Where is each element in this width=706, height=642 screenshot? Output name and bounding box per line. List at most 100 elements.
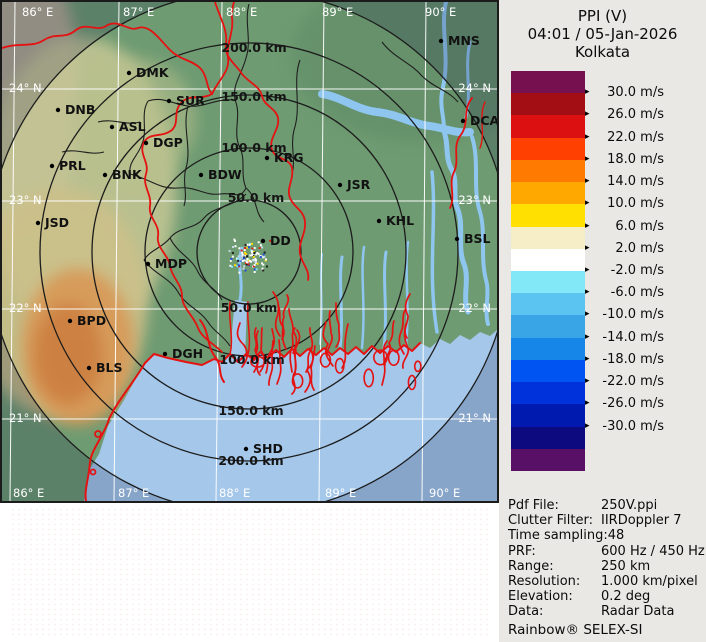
gridline-lon bbox=[421, 1, 427, 502]
city-dot-PRL bbox=[49, 163, 55, 169]
legend-value: 2.0 m/s bbox=[615, 240, 664, 256]
info-label: Elevation: bbox=[508, 589, 573, 605]
echo-pixel bbox=[251, 254, 253, 257]
legend-tick-arrow-icon: ▸ bbox=[585, 198, 590, 209]
lon-label-bottom: 86° E bbox=[13, 486, 44, 500]
info-value: 0.2 deg bbox=[601, 589, 651, 605]
delta-coast-squiggle bbox=[404, 293, 411, 339]
info-value: IIRDoppler 7 bbox=[601, 513, 682, 529]
info-row: Resolution: 1.000 km/pixel bbox=[508, 574, 700, 589]
legend-value: -14.0 m/s bbox=[602, 329, 664, 345]
delta-coast-squiggle bbox=[272, 291, 281, 337]
city-label-PRL: PRL bbox=[59, 158, 86, 173]
info-label: PRF: bbox=[508, 543, 536, 559]
echo-pixel bbox=[234, 240, 236, 242]
city-label-DGH: DGH bbox=[172, 346, 203, 361]
city-dot-KHL bbox=[376, 218, 382, 224]
legend-tick-arrow-icon: ▸ bbox=[585, 265, 590, 275]
legend-tick-arrow-icon: ▸ bbox=[585, 398, 590, 409]
echo-pixel bbox=[253, 259, 256, 262]
range-ring-label: 200.0 km bbox=[218, 453, 283, 468]
info-row: Time sampling: 48 bbox=[508, 528, 700, 543]
delta-island-outline bbox=[413, 360, 422, 373]
legend-entry: ▸ 14.0 m/s bbox=[585, 175, 664, 188]
legend-value: -18.0 m/s bbox=[602, 351, 664, 367]
city-dot-ASL bbox=[109, 124, 115, 130]
delta-coast-squiggle bbox=[322, 321, 334, 367]
legend-value: 22.0 m/s bbox=[607, 129, 664, 145]
city-label-DNB: DNB bbox=[65, 102, 95, 117]
delta-coast-squiggle bbox=[255, 330, 261, 376]
delta-coast-squiggle bbox=[326, 310, 333, 356]
legend-band-15 bbox=[511, 404, 585, 427]
city-label-BSL: BSL bbox=[464, 231, 491, 246]
legend-band-2 bbox=[511, 115, 585, 138]
echo-pixel bbox=[251, 242, 253, 245]
delta-coast-squiggle bbox=[281, 294, 290, 340]
echo-pixel bbox=[240, 255, 243, 258]
echo-pixel bbox=[261, 246, 264, 249]
echo-pixel bbox=[252, 253, 255, 255]
delta-island-outline bbox=[373, 349, 388, 366]
echo-pixel bbox=[262, 269, 265, 272]
info-value: 250V.ppi bbox=[601, 498, 658, 513]
info-label: Clutter Filter: bbox=[508, 513, 593, 529]
echo-pixel bbox=[254, 259, 257, 261]
legend-value: -22.0 m/s bbox=[602, 374, 664, 390]
sea-bay-of-bengal bbox=[84, 330, 497, 501]
legend-value: 6.0 m/s bbox=[615, 218, 664, 234]
legend-band-13 bbox=[511, 359, 585, 383]
radar-map: DMK DNB SUR ASL DGP PRL BNK BDW KRG JSR KHL BSL JSD M… bbox=[0, 0, 552, 514]
city-dot-DMK bbox=[126, 70, 132, 76]
echo-pixel bbox=[245, 263, 248, 266]
legend-entry: ▸ 30.0 m/s bbox=[585, 86, 664, 99]
lat-label-right: 22° N bbox=[458, 301, 491, 315]
echo-pixel bbox=[228, 249, 231, 252]
echo-pixel bbox=[247, 263, 250, 266]
legend-value: 18.0 m/s bbox=[607, 151, 664, 167]
legend-band-9 bbox=[511, 270, 585, 294]
lon-label-bottom: 89° E bbox=[325, 486, 356, 500]
lat-label-right: 21° N bbox=[458, 411, 491, 425]
legend-entry: ▸ -2.0 m/s bbox=[585, 264, 664, 277]
city-dot-DGH bbox=[162, 351, 168, 357]
legend-entry: ▸ 18.0 m/s bbox=[585, 153, 664, 166]
echo-pixel bbox=[243, 256, 246, 259]
range-ring-label: 150.0 km bbox=[221, 89, 286, 104]
legend-entry: ▸ -14.0 m/s bbox=[585, 331, 664, 344]
range-ring-label: 200.0 km bbox=[221, 40, 286, 55]
lon-label-top: 89° E bbox=[322, 5, 353, 19]
lon-label-top: 90° E bbox=[425, 5, 456, 19]
range-ring bbox=[39, 42, 459, 462]
info-row: PRF: 600 Hz / 450 Hz bbox=[508, 543, 705, 559]
echo-pixel bbox=[262, 253, 265, 256]
echo-pixel bbox=[237, 264, 240, 267]
legend-entry: ▸ 22.0 m/s bbox=[585, 131, 664, 144]
echo-pixel bbox=[257, 252, 260, 255]
legend-band-17 bbox=[511, 448, 585, 471]
echo-pixel bbox=[240, 259, 243, 262]
echo-pixel bbox=[253, 247, 256, 250]
legend-tick-arrow-icon: ▸ bbox=[585, 287, 590, 298]
legend-value: -10.0 m/s bbox=[602, 307, 664, 323]
city-dot-BPD bbox=[67, 318, 73, 324]
legend-entry: ▸ -26.0 m/s bbox=[585, 397, 664, 410]
echo-pixel bbox=[234, 264, 237, 267]
echo-pixel bbox=[251, 250, 254, 253]
lon-label-bottom: 90° E bbox=[429, 486, 460, 500]
delta-coast-squiggle bbox=[341, 323, 349, 369]
echo-pixel bbox=[256, 262, 259, 265]
delta-coast-squiggle bbox=[265, 328, 275, 374]
info-value: 1.000 km/pixel bbox=[601, 574, 698, 590]
echo-pixel bbox=[258, 247, 261, 250]
echo-pixel bbox=[246, 258, 249, 260]
legend-tick-arrow-icon: ▸ bbox=[585, 309, 590, 320]
delta-coast-squiggle bbox=[310, 345, 316, 391]
city-label-JSR: JSR bbox=[346, 177, 371, 192]
radar-echo-speckles bbox=[228, 238, 272, 274]
echo-pixel bbox=[248, 243, 251, 246]
echo-pixel bbox=[266, 265, 268, 268]
echo-pixel bbox=[231, 255, 234, 258]
legend-value: 10.0 m/s bbox=[607, 196, 664, 212]
